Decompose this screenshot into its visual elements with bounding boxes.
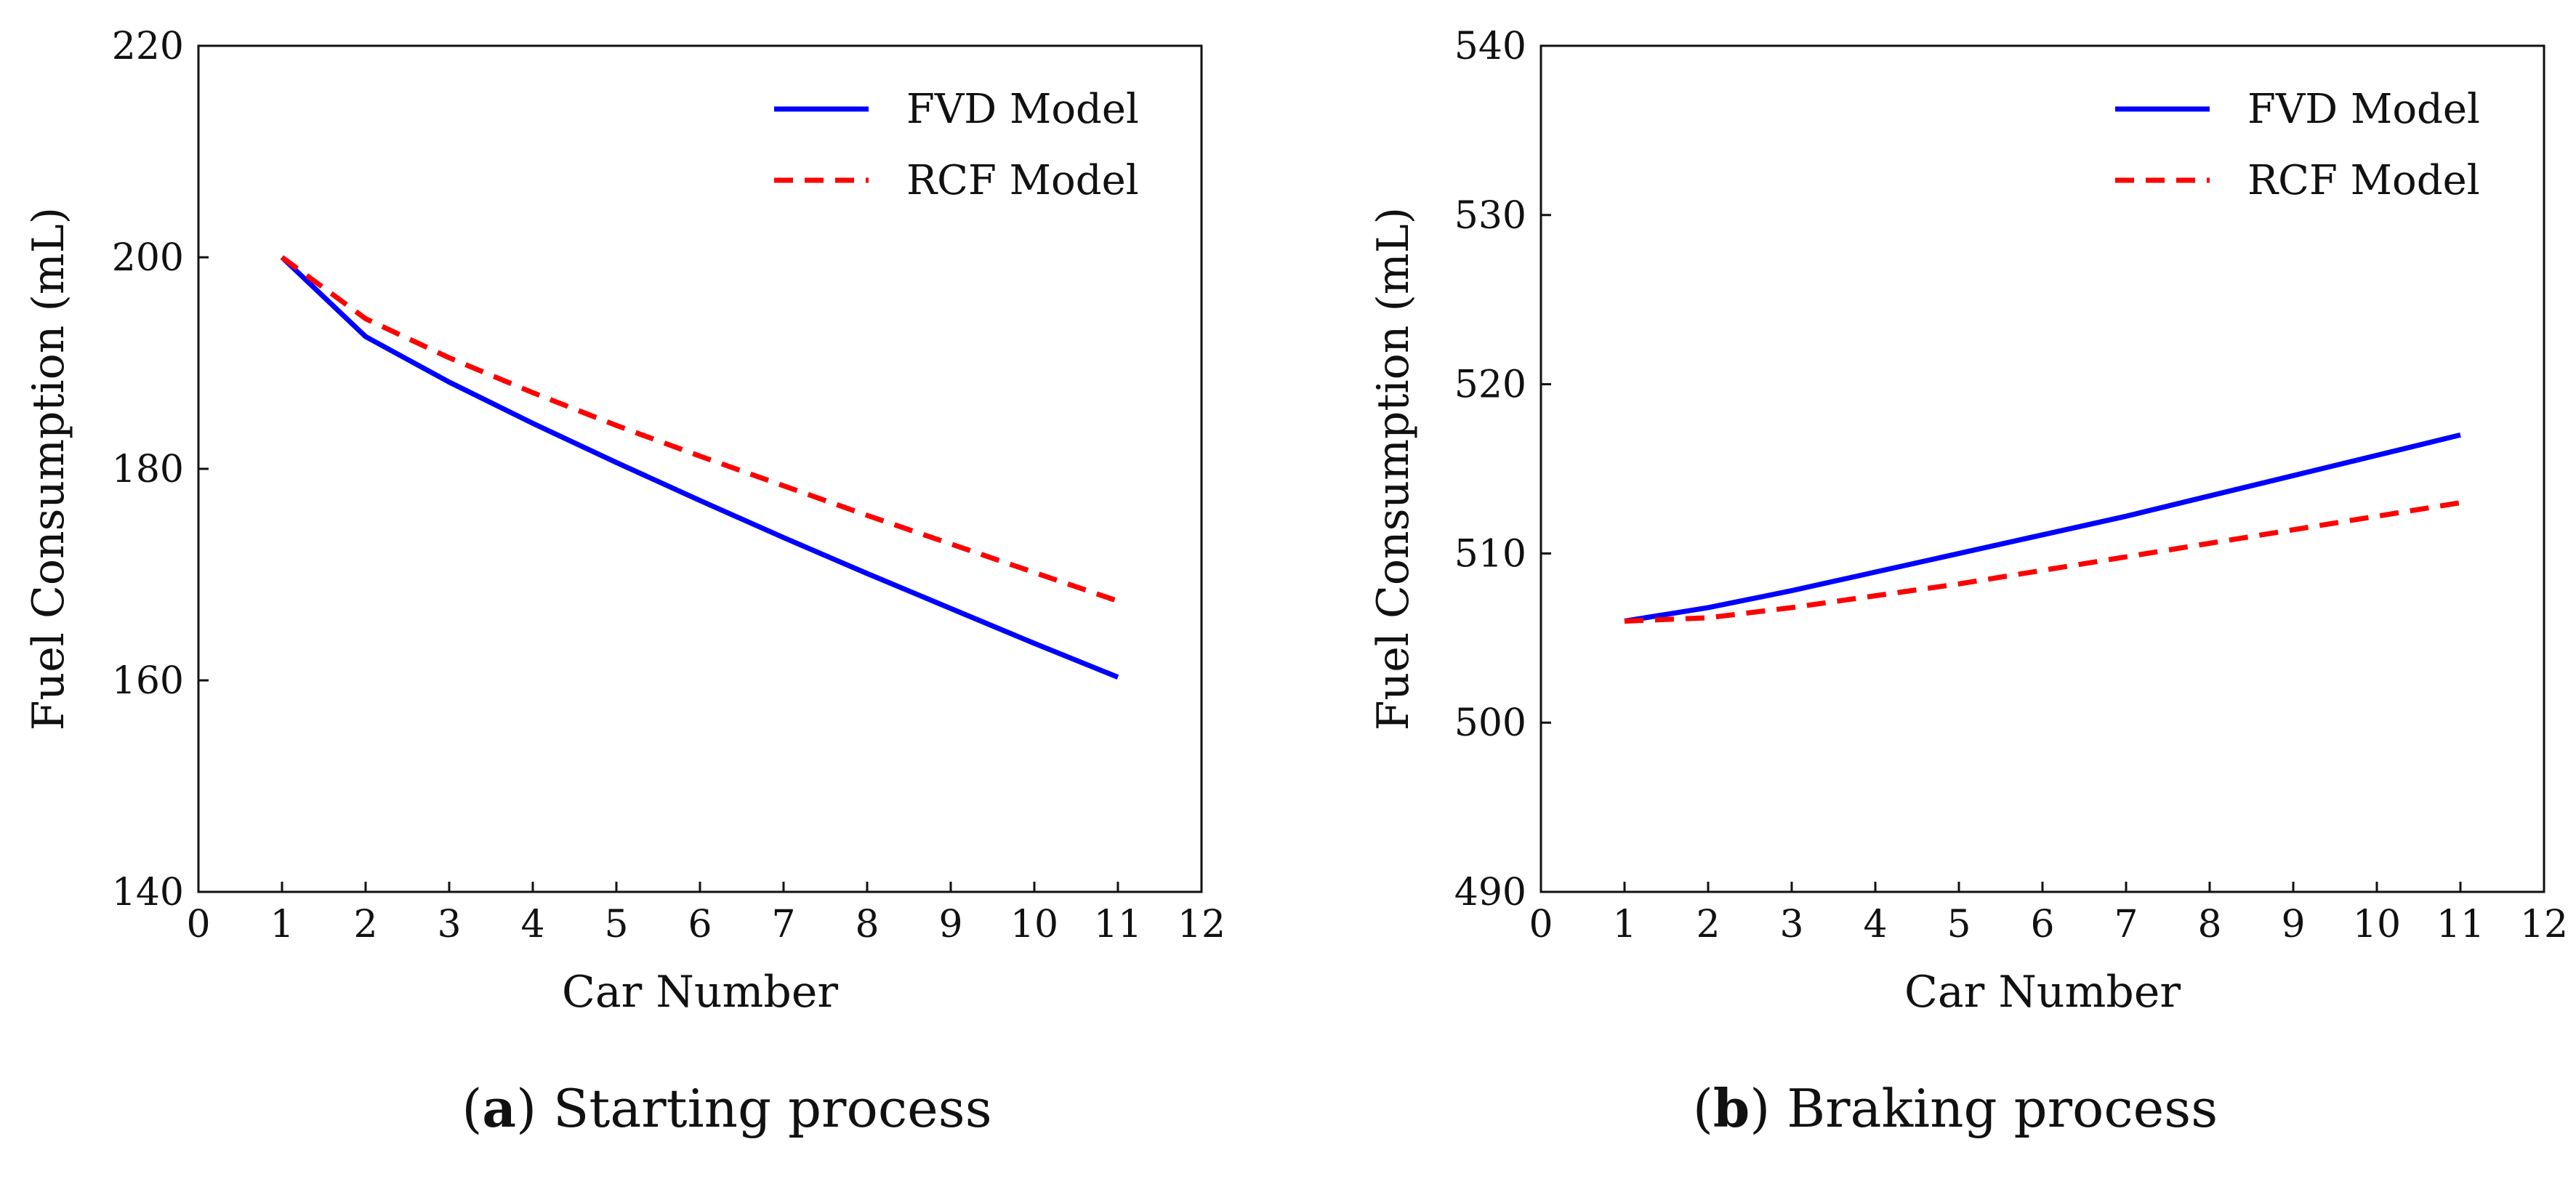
x-tick-label: 7 (771, 903, 795, 946)
caption-letter: a (482, 1077, 516, 1139)
legend-label: RCF Model (906, 157, 1139, 204)
x-tick-label: 11 (2436, 903, 2484, 946)
caption: (a) Starting process (462, 1077, 991, 1139)
x-axis-label: Car Number (562, 967, 838, 1018)
x-tick-label: 4 (1863, 903, 1887, 946)
y-tick-label: 500 (1454, 701, 1526, 745)
x-tick-label: 10 (2353, 903, 2401, 946)
x-axis-label: Car Number (1904, 967, 2181, 1018)
y-axis-label: Fuel Consumption (mL) (1368, 207, 1419, 731)
caption-open: ( (1693, 1078, 1713, 1139)
caption-letter: b (1713, 1077, 1750, 1139)
x-tick-label: 1 (270, 903, 294, 946)
legend-label: FVD Model (906, 86, 1139, 133)
x-tick-label: 5 (604, 903, 628, 946)
caption: (b) Braking process (1693, 1077, 2218, 1139)
y-tick-label: 140 (112, 871, 184, 914)
x-tick-label: 12 (2520, 903, 2568, 946)
legend-label: RCF Model (2247, 157, 2480, 204)
x-tick-label: 5 (1947, 903, 1971, 946)
y-tick-label: 200 (112, 236, 184, 280)
legend: FVD Model RCF Model (774, 86, 1139, 204)
y-tick-label: 160 (112, 659, 184, 703)
y-tick-label: 180 (112, 448, 184, 491)
series-line-rcf (1624, 500, 2461, 624)
caption-text: ) Starting process (516, 1078, 992, 1139)
x-tick-label: 1 (1612, 903, 1636, 946)
x-tick-label: 8 (2197, 903, 2221, 946)
series-line-fvd (1624, 432, 2461, 624)
x-tick-label: 0 (186, 903, 210, 946)
series-line-fvd (280, 255, 1119, 680)
y-tick-label: 540 (1454, 25, 1526, 68)
x-tick-label: 9 (2281, 903, 2305, 946)
x-tick-label: 2 (1696, 903, 1720, 946)
x-tick-label: 0 (1529, 903, 1553, 946)
x-tick-label: 2 (353, 903, 377, 946)
y-tick-label: 510 (1454, 532, 1526, 576)
x-tick-label: 9 (938, 903, 962, 946)
y-tick-label: 490 (1454, 871, 1526, 914)
caption-text: ) Braking process (1750, 1078, 2218, 1139)
x-tick-label: 12 (1178, 903, 1225, 946)
x-tick-label: 3 (1779, 903, 1803, 946)
x-tick-label: 10 (1010, 903, 1058, 946)
y-tick-label: 520 (1454, 363, 1526, 407)
x-tick-label: 11 (1094, 903, 1142, 946)
x-tick-label: 3 (437, 903, 461, 946)
x-tick-label: 8 (855, 903, 879, 946)
x-tick-label: 6 (2030, 903, 2054, 946)
x-tick-label: 4 (520, 903, 544, 946)
x-tick-label: 6 (688, 903, 712, 946)
legend: FVD Model RCF Model (2115, 86, 2480, 204)
y-tick-label: 220 (112, 25, 184, 68)
x-tick-label: 7 (2114, 903, 2138, 946)
y-axis-label: Fuel Consumption (mL) (23, 207, 74, 731)
caption-open: ( (462, 1078, 482, 1139)
series-line-rcf (280, 255, 1119, 604)
y-tick-label: 530 (1454, 194, 1526, 238)
legend-label: FVD Model (2247, 86, 2480, 133)
